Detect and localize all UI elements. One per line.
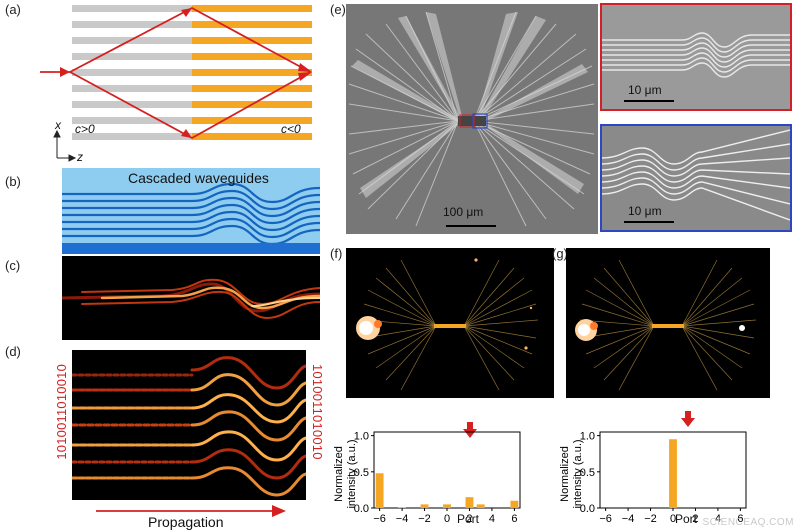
chart-g-ylabel: Normalized intensity (a.u.) [559,439,584,508]
propagation-arrow [96,505,286,517]
chart-f-ytick-label: 0.5 [354,467,369,479]
chart-f-bar [420,504,429,508]
orange-waveguide-stripes [192,5,312,140]
chart-g-bar [669,439,677,508]
chart-g-xtick-label: −6 [599,513,612,525]
propagation-label: Propagation [148,514,224,530]
chart-g-xlabel: Port [675,512,698,526]
axis-icon [53,129,77,162]
inset-blue-waveguides [602,126,790,230]
panel-b-title: Cascaded waveguides [128,170,269,186]
scale-bar-main: 100 μm [443,205,484,219]
panel-a-diagram [40,5,312,162]
svg-text:intensity (a.u.): intensity (a.u.) [346,439,358,508]
axis-z-label: z [77,150,83,164]
panel-b-label: (b) [5,174,21,189]
axis-x-label: x [55,118,61,132]
panel-b: (b) Cascaded waveguides [0,168,330,254]
chart-g-xtick-label: 2 [692,513,698,525]
c-negative-label: c<0 [281,122,301,136]
chart-f-xtick-label: 2 [466,513,472,525]
chart-f-bar [465,497,474,508]
chart-g-xtick-label: −4 [622,513,635,525]
chart-f-xtick-label: −6 [373,513,386,525]
output-image-g [566,248,770,398]
chart-f-plot-frame [373,431,521,509]
output-bits-right: 1010011010010 [310,364,325,460]
sem-inset-blue: 10 μm [600,124,792,232]
waveguide-array-illustration [62,168,320,254]
chart-f-bar [375,473,384,508]
chart-f-xtick-label: 4 [489,513,495,525]
chart-f-xlabel: Port [457,512,480,526]
sem-inset-red: 10 μm [600,3,792,111]
chart-f-ylabel: Normalized intensity (a.u.) [333,439,358,508]
chart-f-ytick-label: 0.0 [354,503,369,515]
panel-f: (f) Normalized intensity (a.u.) 0.0 0.5 1.… [330,244,560,530]
down-arrow-g [681,411,695,427]
sem-image-main [346,4,598,234]
panel-a-label: (a) [5,2,21,17]
output-image-f [346,248,554,398]
chart-f-bar [476,504,485,508]
svg-text:intensity (a.u.): intensity (a.u.) [572,439,584,508]
propagation-simulation-d [72,350,306,500]
chart-f-bar [510,500,519,508]
svg-text:Normalized: Normalized [333,446,345,502]
panel-g-label: (g) [552,246,568,261]
bar-chart-f: Normalized intensity (a.u.) 0.00.51.0−6−… [333,431,521,525]
down-arrow-f [463,422,477,438]
panel-d: (d) 1010011010010 1010011010010 Propagat… [0,342,330,530]
propagation-simulation-c [62,256,320,340]
arrow-heads [60,8,312,138]
scale-bar-blue: 10 μm [628,204,662,218]
chart-f-xtick-label: −4 [396,513,409,525]
chart-g-ytick-label: 0.5 [580,467,595,479]
chart-g-xtick-label: −2 [644,513,657,525]
chart-f-bar [398,507,407,508]
chart-f-xtick-label: 6 [511,513,517,525]
chart-f-ytick-label: 1.0 [354,431,369,443]
chart-g-ytick-label: 0.0 [580,503,595,515]
chart-f-xtick-label: 0 [444,513,450,525]
chart-g-xtick-label: 0 [670,513,676,525]
panel-e: (e) 100 μm [330,0,800,240]
scale-bar-red: 10 μm [628,83,662,97]
panel-d-label: (d) [5,344,21,359]
panel-e-label: (e) [330,2,346,17]
panel-g: (g) Normalized intensity (a.u.) 0.0 0.5 1.… [552,244,800,530]
chart-g-ytick-label: 1.0 [580,431,595,443]
chart-f-xtick-label: −2 [418,513,431,525]
panel-f-label: (f) [330,246,343,261]
chart-f-bar [443,504,451,508]
svg-text:Normalized: Normalized [559,446,571,502]
panel-a: (a) [0,0,330,165]
input-bits-left: 1010011010010 [54,364,69,460]
watermark-text: SCIENCEAQ.COM [702,517,794,528]
inset-red-waveguides [602,5,790,109]
bar-chart-g: Normalized intensity (a.u.) 0.00.51.0−6−… [559,431,747,525]
chart-g-xtick-label: 6 [737,513,743,525]
panel-c: (c) [0,256,330,340]
c-positive-label: c>0 [75,122,95,136]
gray-waveguide-stripes [72,5,192,140]
chart-g-xtick-label: 4 [715,513,721,525]
panel-c-label: (c) [5,258,21,273]
